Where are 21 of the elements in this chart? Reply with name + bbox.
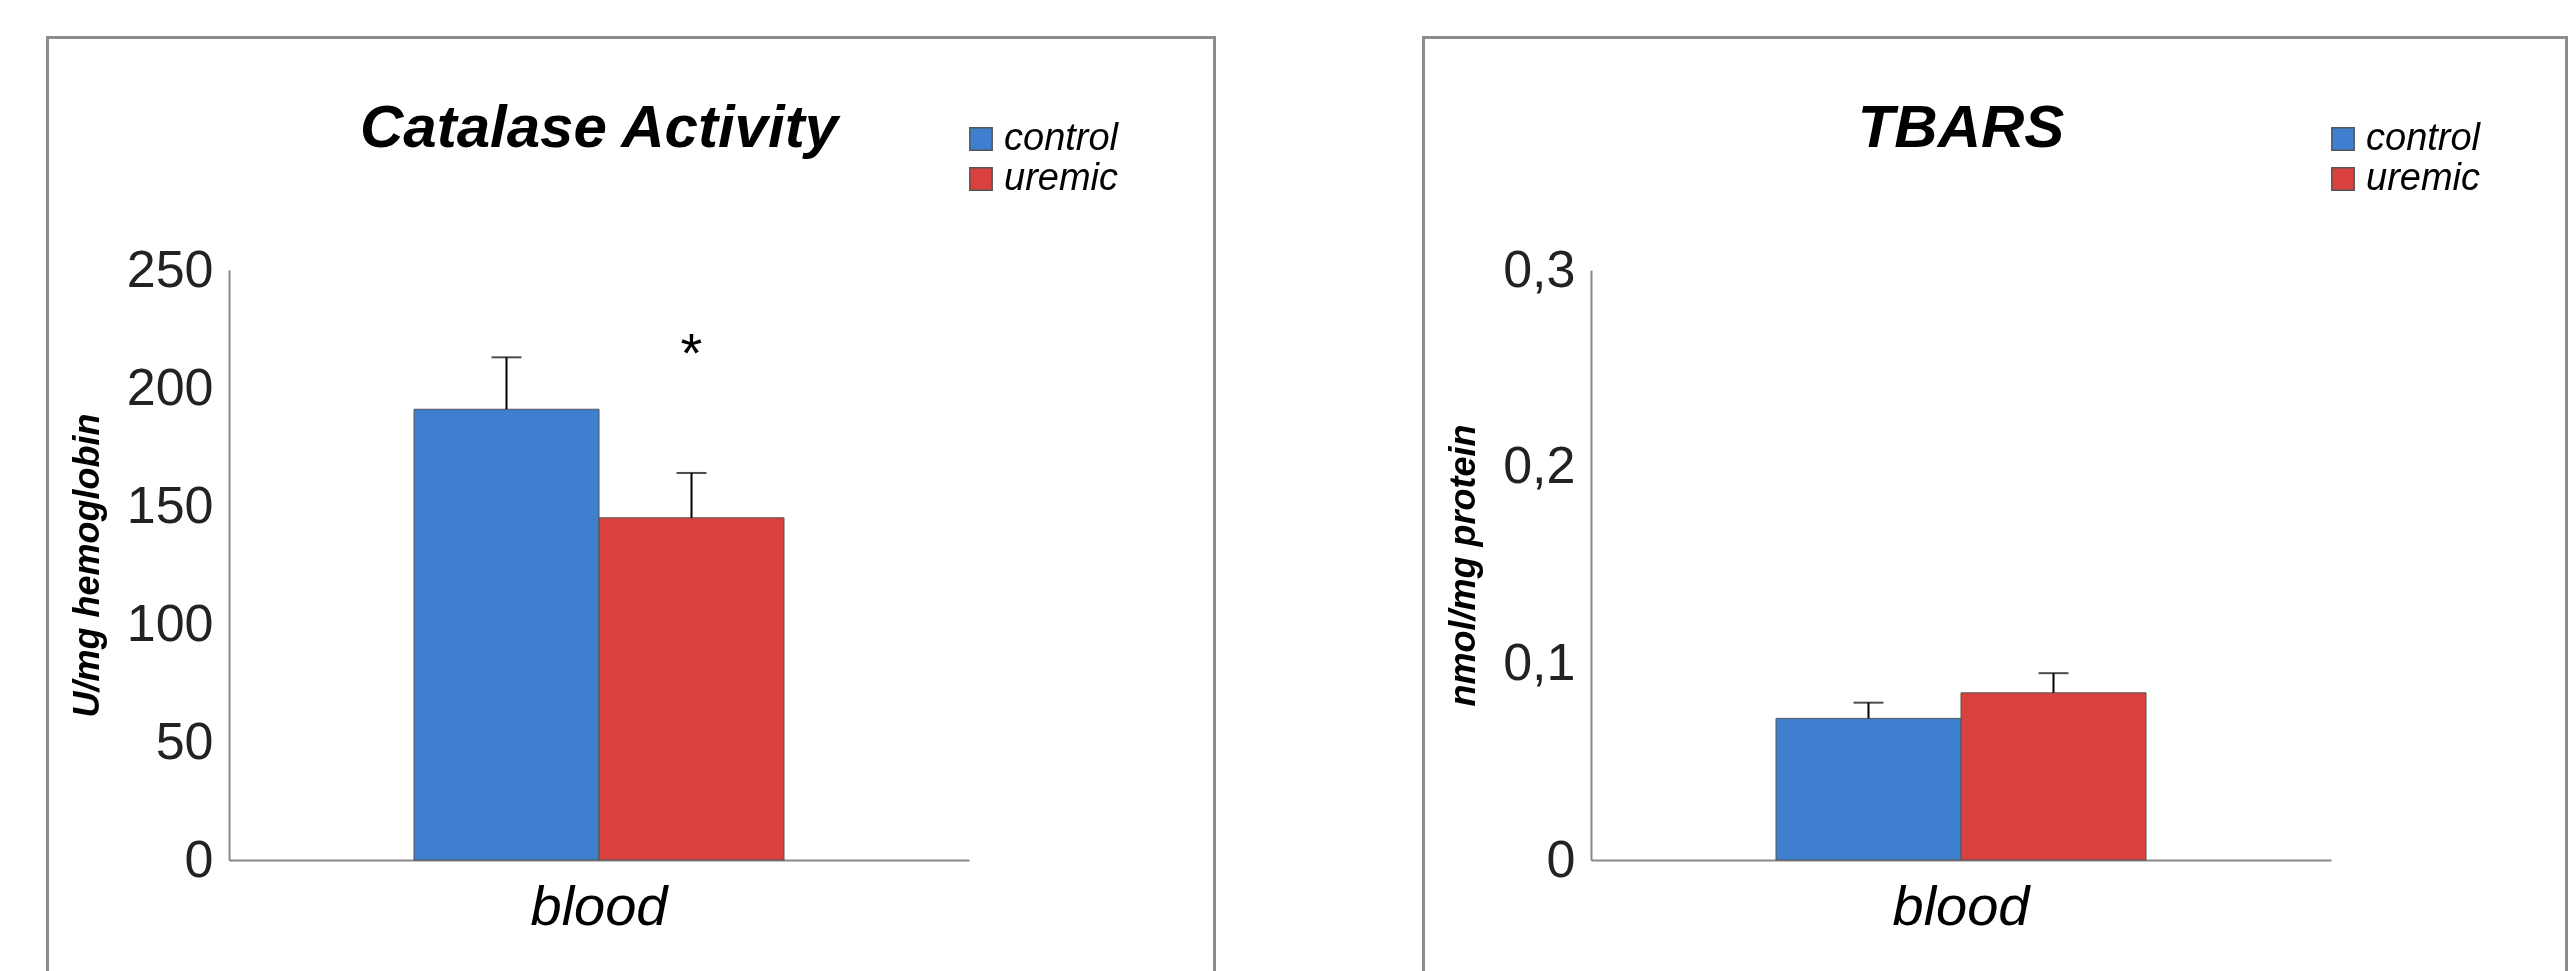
y-tick-label: 50 <box>155 711 214 770</box>
annotation: * <box>680 321 703 384</box>
legend-label: uremic <box>1004 156 1119 198</box>
y-tick-label: 150 <box>126 475 214 534</box>
chart-title: Catalase Activity <box>359 93 841 160</box>
y-tick-label: 0 <box>1546 829 1576 888</box>
y-tick-label: 0,1 <box>1503 632 1576 691</box>
legend-label: control <box>1004 116 1120 158</box>
x-tick-label: blood <box>1892 873 2032 937</box>
y-tick-label: 250 <box>126 239 214 298</box>
y-tick-label: 100 <box>126 593 214 652</box>
legend-label: uremic <box>2366 156 2481 198</box>
y-tick-label: 0,2 <box>1503 436 1576 495</box>
chart-title: TBARS <box>1857 93 2065 160</box>
y-tick-label: 0,3 <box>1503 239 1576 298</box>
y-axis-title: U/mg hemoglobin <box>65 413 107 718</box>
x-tick-label: blood <box>530 873 670 937</box>
legend-label: control <box>2366 116 2482 158</box>
y-axis-title: nmol/mg protein <box>1442 424 1484 707</box>
y-tick-label: 0 <box>184 829 214 888</box>
y-tick-label: 200 <box>126 357 214 416</box>
